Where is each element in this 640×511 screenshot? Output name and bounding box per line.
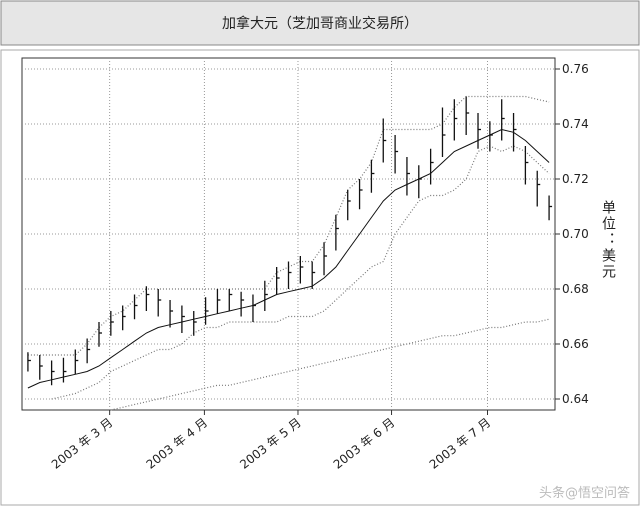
x-tick-label: 2003 年 7 月 — [427, 415, 494, 471]
y-tick-label: 0.76 — [562, 62, 589, 76]
y-tick-label: 0.66 — [562, 337, 589, 351]
watermark: 头条@悟空问答 — [539, 485, 630, 501]
chart-frame — [0, 49, 640, 506]
y-tick-label: 0.70 — [562, 227, 589, 241]
y-tick-label: 0.74 — [562, 117, 589, 131]
x-tick-label: 2003 年 4 月 — [144, 415, 211, 471]
line-series — [27, 128, 550, 389]
y-tick-label: 0.64 — [562, 392, 589, 406]
y-tick-label: 0.72 — [562, 172, 589, 186]
header-bar — [0, 0, 640, 46]
x-tick-label: 2003 年 5 月 — [237, 415, 304, 471]
x-tick-label: 2003 年 3 月 — [49, 415, 116, 471]
x-tick-label: 2003 年 6 月 — [331, 415, 398, 471]
line-series — [110, 318, 550, 411]
line-series — [51, 145, 550, 400]
chart-title: 加拿大元（芝加哥商业交易所） — [222, 15, 418, 32]
y-axis-label: 单位：美元 — [600, 200, 616, 280]
y-tick-label: 0.68 — [562, 282, 589, 296]
